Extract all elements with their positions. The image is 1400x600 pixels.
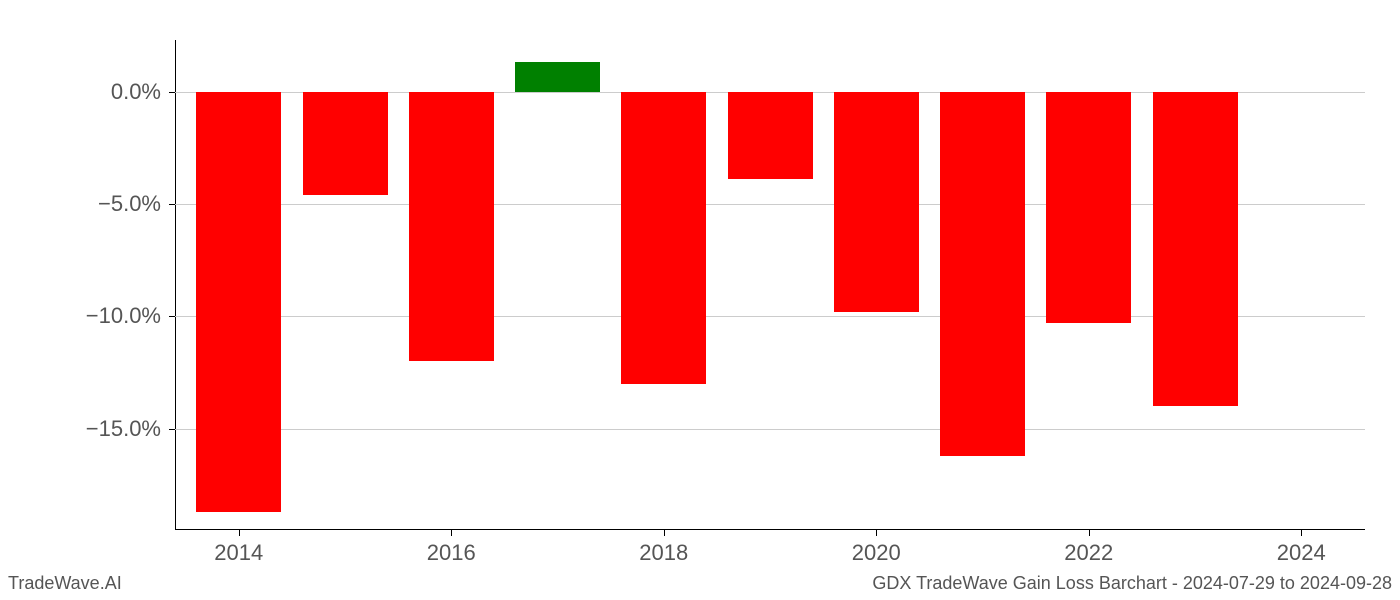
x-tick-label: 2020	[852, 540, 901, 566]
y-tick-label: −5.0%	[25, 191, 161, 217]
bar	[728, 92, 813, 180]
x-tick-mark	[1301, 530, 1302, 536]
grid-line	[175, 429, 1365, 430]
bar	[1153, 92, 1238, 407]
bar	[1046, 92, 1131, 324]
bar	[303, 92, 388, 195]
x-tick-label: 2014	[214, 540, 263, 566]
x-tick-label: 2016	[427, 540, 476, 566]
y-tick-mark	[169, 92, 175, 93]
x-tick-label: 2018	[639, 540, 688, 566]
y-tick-label: −10.0%	[25, 303, 161, 329]
bar	[940, 92, 1025, 456]
plot-area: −15.0%−10.0%−5.0%0.0%2014201620182020202…	[175, 40, 1365, 530]
y-axis-spine	[175, 40, 176, 530]
x-axis-spine	[175, 529, 1365, 530]
y-tick-mark	[169, 204, 175, 205]
bar	[196, 92, 281, 512]
x-tick-mark	[239, 530, 240, 536]
bar	[409, 92, 494, 362]
x-tick-mark	[664, 530, 665, 536]
footer-right-label: GDX TradeWave Gain Loss Barchart - 2024-…	[872, 573, 1392, 594]
y-tick-label: −15.0%	[25, 416, 161, 442]
x-tick-label: 2022	[1064, 540, 1113, 566]
bar	[834, 92, 919, 312]
x-tick-mark	[451, 530, 452, 536]
x-tick-label: 2024	[1277, 540, 1326, 566]
bar	[621, 92, 706, 384]
bar	[515, 62, 600, 91]
y-tick-mark	[169, 316, 175, 317]
y-tick-label: 0.0%	[25, 79, 161, 105]
x-tick-mark	[876, 530, 877, 536]
y-tick-mark	[169, 429, 175, 430]
x-tick-mark	[1089, 530, 1090, 536]
footer-left-label: TradeWave.AI	[8, 573, 122, 594]
chart-container: −15.0% −10.0% −5.0% 0.0% 2014 2016 2018 2020 202…	[0, 0, 1400, 600]
